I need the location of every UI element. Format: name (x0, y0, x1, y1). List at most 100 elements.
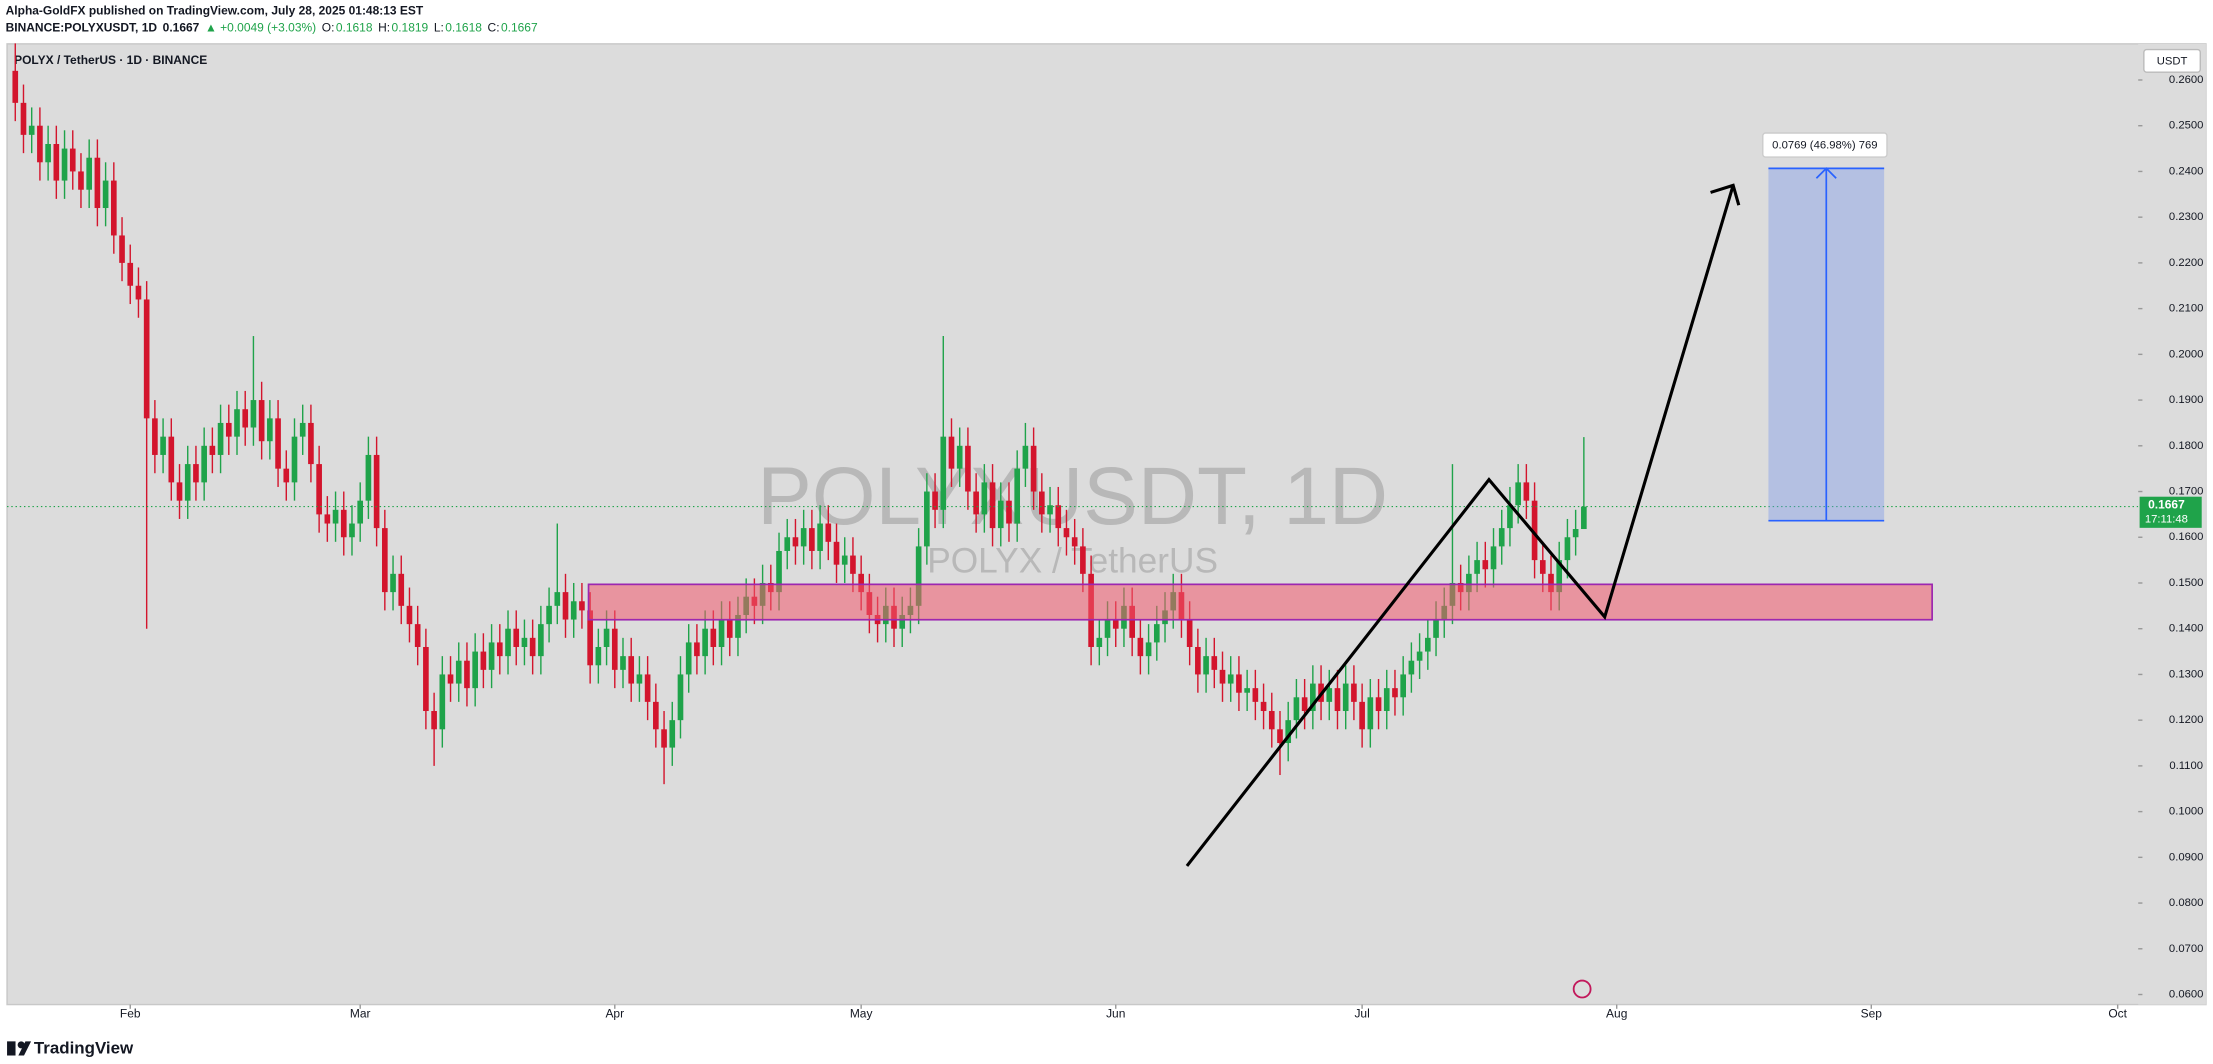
candle-body (1080, 546, 1086, 574)
candle-body (1548, 573, 1554, 593)
candle-body (1482, 560, 1489, 570)
candle-body (184, 464, 191, 501)
measure-label: 0.0769 (46.98%) 769 (1772, 140, 1877, 152)
candle-body (1564, 537, 1571, 561)
candle-body (1507, 505, 1513, 529)
candle-body (447, 674, 454, 684)
candle-body (1359, 701, 1365, 730)
candle-body (332, 509, 339, 524)
x-tick-label: Mar (350, 1007, 371, 1021)
candle-body (324, 514, 331, 524)
candle-body (78, 171, 84, 190)
measure-label-box (1762, 132, 1888, 158)
candle-body (570, 601, 577, 620)
y-tick-label: 0.0700 (2169, 943, 2204, 955)
x-tick-label: Aug (1606, 1007, 1627, 1021)
candle-body (538, 624, 544, 657)
candle-body (505, 628, 511, 657)
candle-body (1096, 637, 1103, 647)
candle-body (833, 541, 840, 565)
candle-body (1039, 491, 1045, 515)
brand-logo (7, 1041, 32, 1056)
candle-body (1293, 697, 1300, 721)
candle-body (1227, 674, 1234, 684)
y-tick-label: 0.0800 (2169, 897, 2204, 909)
candle-body (225, 422, 232, 437)
candle-body (513, 628, 520, 647)
candle-body (1581, 506, 1587, 530)
candle-body (1416, 651, 1423, 661)
candle-body (94, 157, 101, 209)
candle-body (948, 436, 955, 469)
x-tick-label: Feb (120, 1007, 141, 1021)
y-tick-label: 0.2300 (2169, 211, 2204, 223)
candle-body (1433, 619, 1439, 638)
y-tick-label: 0.2100 (2169, 303, 2204, 315)
projection-arrowhead (1710, 183, 1741, 206)
candle-body (20, 102, 27, 135)
candle-body (1129, 605, 1135, 638)
candle-body (915, 546, 922, 606)
candle-body (1063, 528, 1070, 538)
candle-body (168, 436, 175, 483)
x-tick-label: Apr (605, 1007, 624, 1021)
candle-body (45, 144, 51, 163)
candle-body (357, 500, 364, 524)
plot-background (6, 43, 2207, 1006)
candle-body (480, 651, 487, 670)
price-change: ▲ +0.0049 (+3.03%) (205, 20, 316, 34)
candle-body (899, 614, 906, 629)
candle-body (1104, 619, 1111, 638)
candle-body (636, 674, 643, 684)
candle-body (1285, 720, 1292, 744)
candle-body (825, 523, 832, 542)
candle-body (792, 537, 799, 547)
candle-body (431, 711, 437, 730)
candle-body (69, 148, 76, 172)
candle-body (390, 573, 396, 593)
y-tick-label: 0.2000 (2169, 348, 2204, 360)
candle-body (1268, 711, 1275, 730)
candle-body (160, 436, 166, 455)
candle-body (710, 628, 717, 647)
y-tick-label: 0.1900 (2169, 394, 2204, 406)
candle-body (1531, 500, 1538, 561)
y-tick-label: 0.2200 (2169, 257, 2204, 269)
candle-body (1498, 528, 1505, 547)
candle-body (587, 610, 593, 666)
candle-body (1203, 656, 1209, 675)
candle-body (841, 555, 848, 565)
candle-body (579, 601, 585, 611)
candle-body (677, 674, 684, 721)
event-icon (1572, 979, 1592, 999)
candle-body (86, 157, 93, 190)
candle-body (1236, 674, 1242, 693)
candle-body (718, 619, 725, 647)
candle-body (37, 125, 43, 163)
x-tick-label: Oct (2108, 1007, 2127, 1021)
y-tick-label: 0.1400 (2169, 623, 2204, 635)
candle-body (1408, 660, 1415, 675)
candle-body (308, 422, 314, 465)
y-tick-label: 0.1600 (2169, 531, 2204, 543)
candle-body (611, 628, 618, 670)
candle-body (554, 592, 561, 606)
y-tick-label: 0.2500 (2169, 120, 2204, 132)
currency[interactable]: USDT (2157, 56, 2188, 68)
candle-body (1392, 688, 1398, 698)
currency-button[interactable] (2143, 48, 2202, 73)
candle-body (973, 491, 979, 515)
candle-body (258, 400, 265, 442)
candle-body (1055, 505, 1062, 529)
y-tick-label: 0.1200 (2169, 714, 2204, 726)
candle-body (464, 660, 470, 689)
ohlc-value: 0.1667 (501, 20, 538, 34)
candle-body (1137, 637, 1144, 657)
ohlc-value: 0.1819 (392, 20, 429, 34)
candle-body (1260, 701, 1267, 712)
candle-body (234, 409, 240, 437)
candle-body (135, 285, 142, 300)
candle-body (1342, 683, 1349, 712)
candle-body (595, 646, 602, 666)
candle-body (1400, 674, 1407, 698)
